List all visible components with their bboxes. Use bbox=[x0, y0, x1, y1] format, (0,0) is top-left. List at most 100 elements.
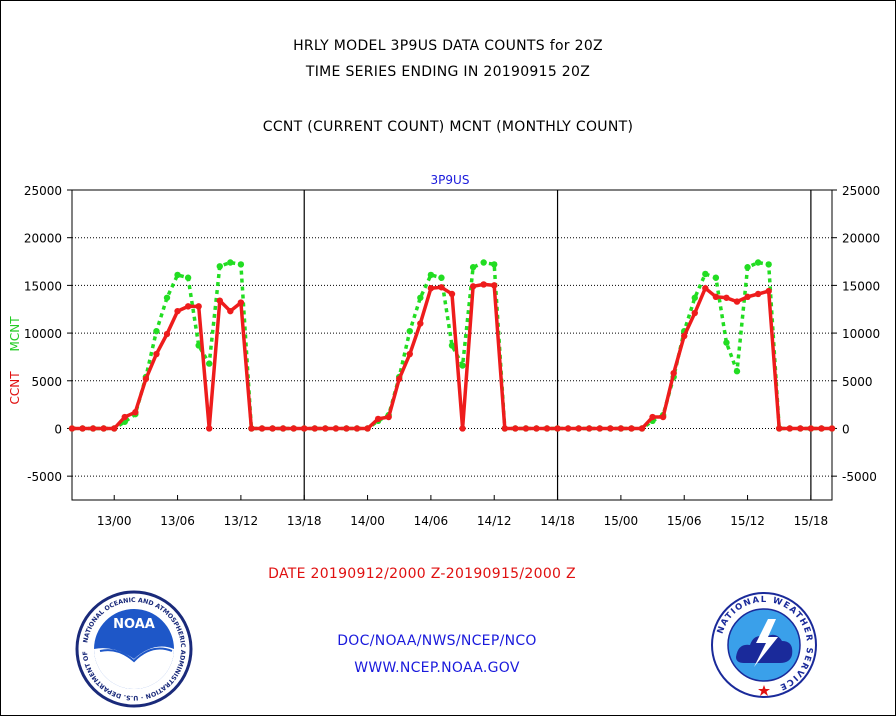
point-mcnt bbox=[438, 274, 445, 281]
plot-frame bbox=[71, 189, 833, 501]
point-ccnt bbox=[111, 425, 118, 432]
point-ccnt bbox=[797, 425, 804, 432]
point-ccnt bbox=[828, 425, 836, 432]
point-ccnt bbox=[174, 307, 181, 315]
point-ccnt bbox=[227, 307, 234, 315]
y-axis-label-mcnt: MCNT bbox=[8, 316, 22, 352]
point-mcnt bbox=[163, 294, 171, 301]
grid bbox=[72, 237, 832, 477]
point-ccnt bbox=[533, 425, 540, 432]
series bbox=[68, 259, 836, 432]
y-tick-label-left: 5000 bbox=[31, 375, 62, 389]
point-ccnt bbox=[89, 425, 97, 432]
point-ccnt bbox=[765, 287, 772, 295]
point-mcnt bbox=[448, 342, 456, 349]
point-ccnt bbox=[279, 425, 287, 432]
title-line-3: CCNT (CURRENT COUNT) MCNT (MONTHLY COUNT… bbox=[262, 119, 634, 135]
point-ccnt bbox=[681, 332, 688, 340]
point-ccnt bbox=[438, 284, 445, 291]
point-ccnt bbox=[807, 425, 815, 432]
title-line-1: HRLY MODEL 3P9US DATA COUNTS for 20Z bbox=[293, 38, 603, 54]
point-ccnt bbox=[301, 425, 308, 432]
point-mcnt bbox=[174, 271, 181, 279]
point-ccnt bbox=[670, 369, 677, 377]
point-mcnt bbox=[702, 270, 709, 278]
point-mcnt bbox=[754, 259, 762, 266]
ncep-link[interactable]: WWW.NCEP.NOAA.GOV bbox=[354, 660, 520, 676]
y-tick-label-right: 25000 bbox=[842, 184, 880, 198]
point-ccnt bbox=[469, 283, 477, 290]
y-tick-label-right: -5000 bbox=[842, 470, 877, 484]
point-ccnt bbox=[617, 425, 625, 432]
axes: 25000 25000 20000 20000 15000 15000 10000 10000… bbox=[24, 184, 880, 528]
point-ccnt bbox=[786, 425, 793, 432]
title-line-2: TIME SERIES ENDING IN 20190915 20Z bbox=[305, 64, 591, 80]
point-ccnt bbox=[628, 425, 635, 432]
point-mcnt bbox=[206, 360, 213, 367]
y-tick-label-left: 0 bbox=[54, 422, 62, 436]
point-ccnt bbox=[417, 320, 424, 327]
point-ccnt bbox=[364, 425, 371, 432]
point-ccnt bbox=[332, 425, 340, 432]
point-ccnt bbox=[754, 290, 762, 298]
point-mcnt bbox=[216, 263, 223, 270]
y-tick-label-right: 20000 bbox=[842, 232, 880, 246]
point-ccnt bbox=[374, 415, 382, 423]
x-tick-label: 15/06 bbox=[667, 514, 702, 528]
point-mcnt bbox=[153, 327, 160, 335]
point-mcnt bbox=[237, 261, 245, 268]
point-ccnt bbox=[206, 425, 213, 432]
point-ccnt bbox=[607, 425, 614, 432]
point-mcnt bbox=[723, 339, 730, 346]
x-tick-label: 14/06 bbox=[414, 514, 449, 528]
y-tick-label-right: 0 bbox=[842, 422, 850, 436]
noaa-logo: NOAA NATIONAL OCEANIC AND ATMOSPHERIC AD… bbox=[74, 589, 193, 708]
point-ccnt bbox=[459, 425, 466, 432]
x-tick-label: 14/00 bbox=[350, 514, 385, 528]
y-tick-label-right: 15000 bbox=[842, 279, 880, 293]
point-ccnt bbox=[586, 425, 593, 432]
point-ccnt bbox=[522, 425, 530, 432]
x-tick-label: 13/18 bbox=[287, 514, 322, 528]
point-ccnt bbox=[575, 425, 582, 432]
point-ccnt bbox=[406, 350, 413, 358]
point-mcnt bbox=[184, 274, 192, 281]
y-tick-label-left: 20000 bbox=[24, 232, 62, 246]
point-mcnt bbox=[227, 259, 234, 266]
point-ccnt bbox=[491, 282, 498, 289]
point-ccnt bbox=[311, 425, 318, 432]
point-ccnt bbox=[142, 375, 150, 383]
y-tick-label-left: 10000 bbox=[24, 327, 62, 341]
point-mcnt bbox=[427, 271, 435, 279]
point-ccnt bbox=[396, 375, 403, 383]
y-tick-label-right: 5000 bbox=[842, 375, 873, 389]
point-mcnt bbox=[480, 259, 487, 266]
noaa-wordmark: NOAA bbox=[113, 617, 155, 632]
point-mcnt bbox=[712, 274, 720, 281]
point-ccnt bbox=[132, 409, 139, 416]
x-tick-label: 14/18 bbox=[540, 514, 575, 528]
y-axis-label-ccnt: CCNT bbox=[8, 371, 22, 405]
point-ccnt bbox=[258, 425, 266, 432]
point-ccnt bbox=[501, 425, 508, 432]
point-ccnt bbox=[385, 413, 392, 421]
doc-text: DOC/NOAA/NWS/NCEP/NCO bbox=[337, 633, 537, 649]
point-ccnt bbox=[702, 285, 709, 292]
point-ccnt bbox=[153, 350, 160, 358]
point-ccnt bbox=[818, 425, 825, 432]
point-mcnt bbox=[765, 261, 772, 268]
point-ccnt bbox=[733, 298, 741, 305]
point-ccnt bbox=[543, 425, 551, 432]
point-mcnt bbox=[691, 294, 698, 301]
point-mcnt bbox=[406, 327, 413, 335]
point-mcnt bbox=[733, 368, 741, 375]
chart: 25000 25000 20000 20000 15000 15000 10000 10000… bbox=[8, 173, 880, 528]
y-tick-label-left: 25000 bbox=[24, 184, 62, 198]
point-ccnt bbox=[649, 413, 656, 421]
point-ccnt bbox=[712, 293, 720, 301]
nws-logo: NATIONAL WEATHER SERVICE bbox=[711, 592, 817, 698]
point-ccnt bbox=[290, 425, 297, 432]
point-mcnt bbox=[491, 261, 498, 268]
point-ccnt bbox=[776, 425, 783, 432]
point-ccnt bbox=[195, 303, 202, 310]
